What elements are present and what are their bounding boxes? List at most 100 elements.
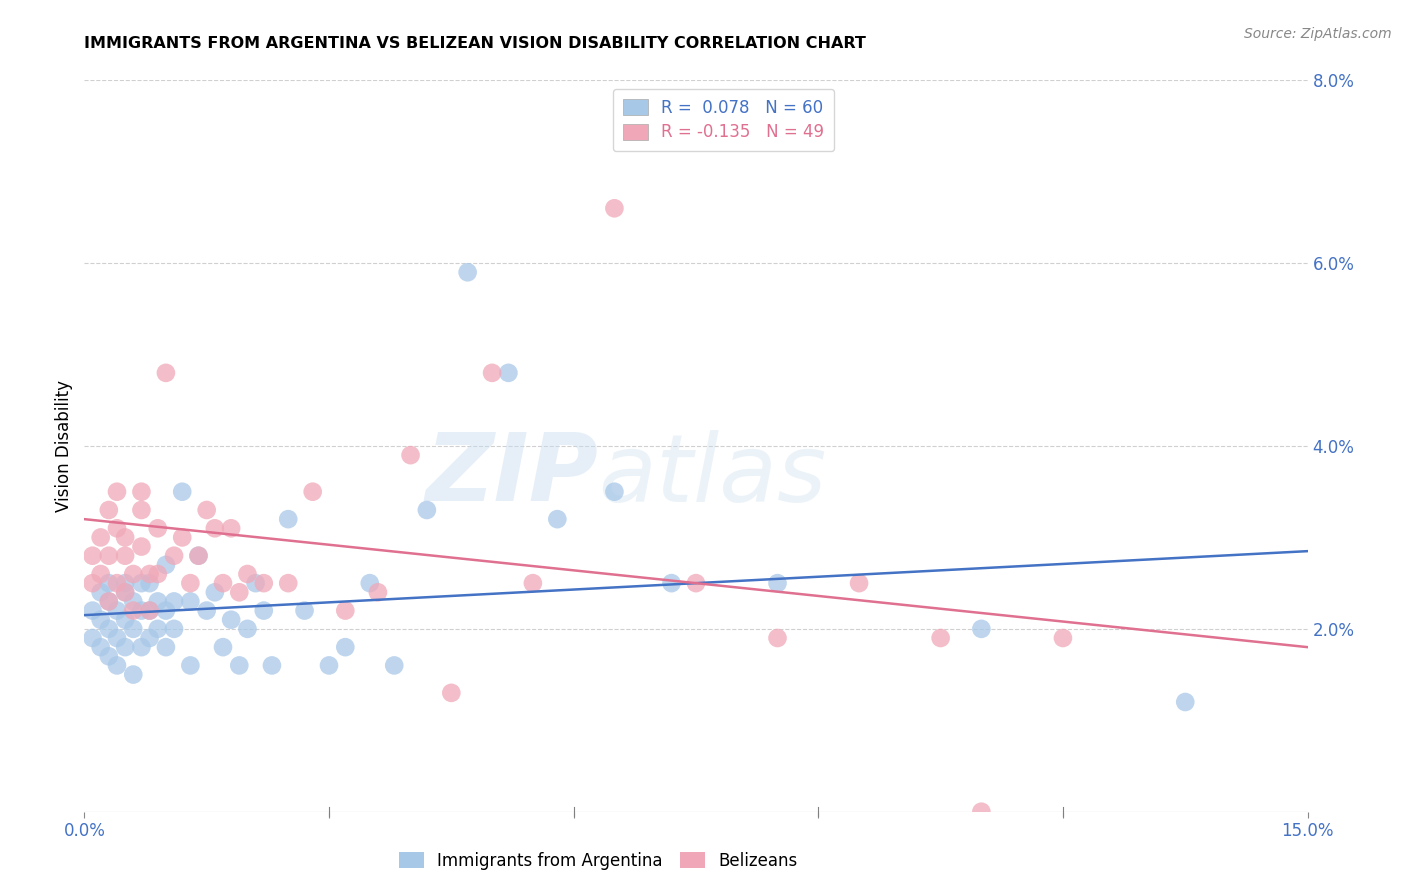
Point [440,686,463,700]
Point [301,484,323,499]
Point [90,640,112,655]
Point [97,503,120,517]
Point [498,366,520,380]
Point [138,603,160,617]
Point [661,576,683,591]
Point [97,549,120,563]
Point [1052,631,1074,645]
Point [766,576,789,591]
Point [219,613,242,627]
Point [97,576,120,591]
Point [260,658,283,673]
Point [457,265,479,279]
Text: Source: ZipAtlas.com: Source: ZipAtlas.com [1244,27,1392,41]
Point [97,649,120,664]
Point [546,512,568,526]
Point [1174,695,1197,709]
Point [138,603,160,617]
Point [105,576,128,591]
Point [97,594,120,608]
Point [146,567,169,582]
Point [131,603,153,617]
Point [603,202,626,216]
Point [685,576,707,591]
Text: ZIP: ZIP [425,429,598,521]
Point [929,631,952,645]
Point [97,594,120,608]
Point [228,585,250,599]
Point [131,484,153,499]
Point [212,576,235,591]
Point [114,549,136,563]
Point [522,576,544,591]
Point [253,576,276,591]
Point [97,622,120,636]
Point [195,603,218,617]
Point [146,594,169,608]
Point [481,366,503,380]
Point [90,530,112,544]
Point [131,540,153,554]
Point [335,640,357,655]
Y-axis label: Vision Disability: Vision Disability [55,380,73,512]
Point [138,631,160,645]
Point [114,640,136,655]
Point [277,512,299,526]
Point [114,585,136,599]
Point [105,484,128,499]
Point [114,530,136,544]
Point [219,521,242,535]
Point [82,576,104,591]
Point [122,567,145,582]
Point [82,549,104,563]
Point [105,521,128,535]
Point [105,631,128,645]
Point [277,576,299,591]
Point [236,622,259,636]
Point [970,805,993,819]
Point [155,603,177,617]
Point [163,594,186,608]
Point [766,631,789,645]
Point [163,549,186,563]
Point [335,603,357,617]
Point [204,585,226,599]
Point [228,658,250,673]
Point [114,576,136,591]
Point [245,576,267,591]
Point [253,603,276,617]
Text: IMMIGRANTS FROM ARGENTINA VS BELIZEAN VISION DISABILITY CORRELATION CHART: IMMIGRANTS FROM ARGENTINA VS BELIZEAN VI… [84,36,866,51]
Point [163,622,186,636]
Point [146,521,169,535]
Point [146,622,169,636]
Point [122,667,145,681]
Point [90,567,112,582]
Point [187,549,209,563]
Legend: Immigrants from Argentina, Belizeans: Immigrants from Argentina, Belizeans [392,846,804,877]
Point [155,366,177,380]
Point [82,603,104,617]
Point [90,613,112,627]
Point [382,658,405,673]
Point [105,603,128,617]
Point [138,567,160,582]
Point [172,530,194,544]
Point [359,576,381,591]
Point [90,585,112,599]
Point [603,484,626,499]
Point [82,631,104,645]
Point [294,603,316,617]
Point [179,594,201,608]
Point [155,640,177,655]
Point [172,484,194,499]
Point [131,576,153,591]
Point [122,594,145,608]
Point [416,503,439,517]
Point [131,503,153,517]
Point [179,658,201,673]
Point [114,613,136,627]
Point [848,576,870,591]
Point [138,576,160,591]
Point [212,640,235,655]
Point [970,622,993,636]
